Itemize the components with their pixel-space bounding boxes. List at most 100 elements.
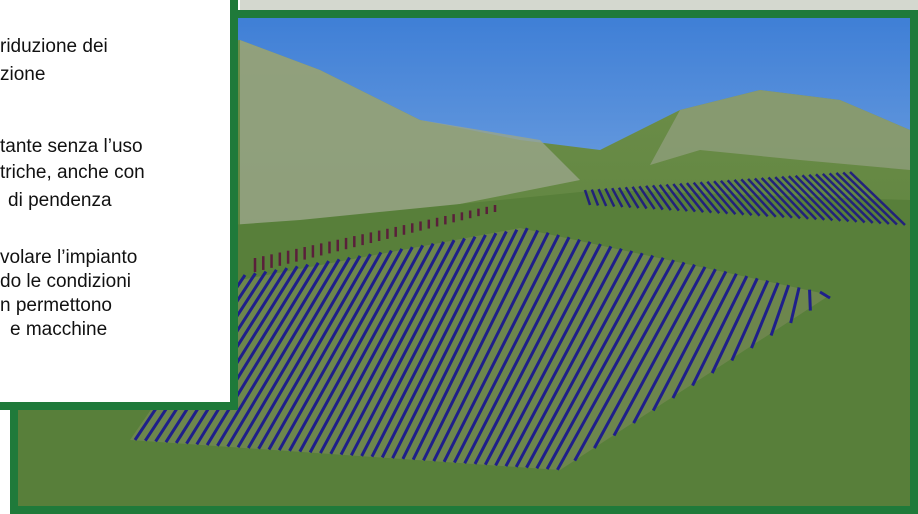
panel-row [760,177,801,220]
rock-face [650,90,910,170]
panel-row [617,187,632,209]
panel-row [236,256,351,449]
panel-row [730,279,770,362]
panel-row [819,290,831,300]
panel-row [651,270,728,412]
panel-row [726,179,761,217]
panel-row [556,259,675,471]
panel-row [753,177,793,219]
rock-face [240,40,580,230]
panel-row [767,176,809,220]
panel-row [611,187,624,208]
panel-row [747,178,785,219]
top-strip [240,0,918,12]
panel-row [453,236,571,464]
panel-row [781,175,826,221]
panel-row [545,257,665,470]
panel-row [645,185,664,211]
panel-row [525,252,644,469]
panel-row [710,277,759,374]
panel-row [671,273,738,399]
panel-row [672,183,696,213]
panel-row [691,275,749,387]
panel-row [842,171,898,226]
panel-row [226,258,341,448]
panel-row [267,251,383,451]
panel-row [514,250,634,468]
panel-row [665,183,688,212]
text-line: zione [0,64,46,85]
text-line: triche, anche con [0,162,145,183]
panel-row [651,184,672,211]
panel-row [583,189,592,206]
panel-row [504,247,623,467]
panel-row [597,188,608,207]
panel-row [216,260,330,447]
panel-row [604,188,616,208]
panel-row [631,186,648,210]
panel-row [794,174,842,222]
panel-row [288,248,404,452]
panel-row [713,180,745,216]
panel-row [658,184,680,212]
panel-row [247,255,362,449]
panel-row [494,245,613,467]
panel-row [308,244,425,454]
panel-row [808,173,858,223]
text-box: riduzione dei zione tante senza l’uso tr… [0,0,238,410]
panel-row [463,238,581,464]
panel-row [319,242,435,454]
text-line: n permettono [0,295,112,316]
panel-row [185,265,299,445]
panel-row [719,179,753,217]
panel-row [195,263,310,446]
panel-row [593,263,696,449]
panel-row [573,261,686,462]
panel-row [483,243,602,466]
text-line: e macchine [10,319,108,340]
panel-row [370,234,487,458]
panel-row [849,171,906,226]
panel-row [801,174,850,223]
panel-row [787,175,834,222]
panel-rows [133,171,906,471]
panel-row [257,253,372,450]
panel-row [733,179,769,218]
panel-row [685,182,713,214]
text-line: riduzione dei [0,36,108,57]
panel-row [835,172,890,225]
panel-row [422,229,540,462]
text-line: do le condizioni [0,271,131,292]
panel-row [473,241,592,465]
panel-row [699,181,729,215]
panel-row [298,246,414,453]
panel-row [821,172,874,224]
panel-row [750,282,780,349]
panel-row [774,176,818,221]
panel-row [339,239,456,456]
panel-row [401,228,519,460]
panel-row [828,172,882,225]
panel-row [205,262,320,446]
panel-row [740,178,777,218]
text-line: tante senza l’uso [0,136,143,157]
panel-row [638,185,656,210]
panel-row [277,249,393,451]
panel-row [624,186,640,209]
panel-row [789,287,801,324]
panel-row [815,173,866,224]
panel-row [706,180,737,216]
panel-row [808,289,812,311]
panel-row [350,237,466,456]
text-line: volare l’impianto [0,247,138,268]
panel-row [380,232,498,459]
panel-row [612,266,707,437]
text-line: di pendenza [8,190,112,211]
panel-row [769,284,791,337]
panel-row [360,235,477,457]
panel-row [692,181,721,215]
panel-row [329,241,445,455]
panel-row [632,268,717,424]
panel-row [391,230,508,459]
